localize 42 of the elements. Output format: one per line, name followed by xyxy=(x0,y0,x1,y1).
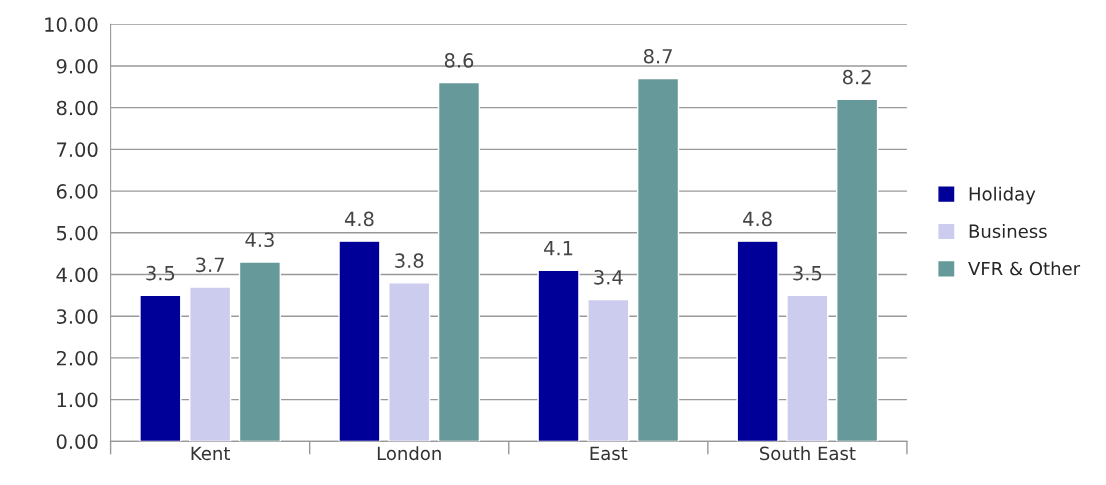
x-tick-label: South East xyxy=(759,446,856,461)
y-tick-label: 1.00 xyxy=(57,392,98,408)
data-label: 3.5 xyxy=(793,265,822,281)
data-label: 8.7 xyxy=(643,48,672,64)
y-tick-label: 9.00 xyxy=(56,58,98,74)
x-tick-label: London xyxy=(377,446,441,461)
y-tick-label: 10.00 xyxy=(45,17,98,32)
legend-label: Holiday xyxy=(969,186,1036,205)
bar xyxy=(388,282,431,442)
y-tick-label: 6.00 xyxy=(56,184,98,199)
legend-label: Business xyxy=(969,224,1047,239)
data-label: 8.6 xyxy=(444,53,474,68)
data-label: 3.5 xyxy=(146,265,175,281)
bar xyxy=(587,298,630,442)
x-tick-label: East xyxy=(590,446,628,461)
bar xyxy=(437,81,481,442)
y-tick-label: 2.00 xyxy=(56,350,98,366)
data-label: 4.3 xyxy=(245,232,274,248)
data-label: 4.1 xyxy=(544,241,573,256)
bar xyxy=(139,294,182,442)
y-tick-label: 8.00 xyxy=(56,100,98,116)
data-label: 4.8 xyxy=(743,211,772,227)
bar xyxy=(338,240,381,442)
bar xyxy=(537,269,580,442)
y-tick-label: 5.00 xyxy=(57,225,98,241)
bar xyxy=(736,240,779,442)
bar xyxy=(238,261,282,442)
data-label: 3.8 xyxy=(395,253,424,268)
y-tick-label: 7.00 xyxy=(57,142,98,158)
data-label: 8.2 xyxy=(843,69,871,85)
bar xyxy=(836,98,879,442)
bar xyxy=(786,294,829,442)
bar xyxy=(636,77,680,442)
data-label: 3.7 xyxy=(196,257,224,273)
y-tick-label: 3.00 xyxy=(56,309,98,324)
data-label: 3.4 xyxy=(594,269,623,285)
x-tick-label: Kent xyxy=(191,446,230,461)
bar xyxy=(189,286,232,442)
y-tick-label: 0.00 xyxy=(56,434,98,450)
legend-label: VFR & Other xyxy=(968,261,1081,276)
data-label: 4.8 xyxy=(344,211,374,227)
y-tick-label: 4.00 xyxy=(56,267,98,283)
